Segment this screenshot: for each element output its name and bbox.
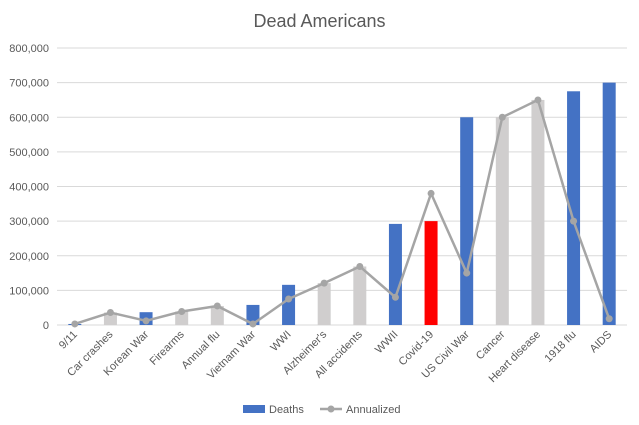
- x-tick-label: AIDS: [588, 329, 615, 356]
- bar: [602, 82, 616, 325]
- y-tick-label: 400,000: [9, 182, 49, 194]
- bar: [175, 311, 189, 325]
- bar: [567, 91, 581, 325]
- chart-title: Dead Americans: [253, 11, 385, 31]
- line-point: [534, 96, 542, 104]
- line-point: [178, 307, 186, 315]
- y-tick-label: 800,000: [9, 43, 49, 55]
- y-tick-label: 300,000: [9, 216, 49, 228]
- x-tick-label: WWII: [373, 329, 400, 356]
- bar: [317, 283, 331, 325]
- line-series: [71, 96, 613, 328]
- line-point: [463, 269, 471, 277]
- bar: [460, 117, 474, 325]
- bar: [103, 312, 117, 325]
- legend-label-deaths: Deaths: [269, 404, 304, 416]
- y-tick-label: 0: [43, 320, 49, 332]
- x-tick-label: 9/11: [57, 329, 80, 352]
- y-tick-label: 500,000: [9, 147, 49, 159]
- line-point: [142, 317, 150, 325]
- legend: Deaths Annualized: [243, 404, 400, 416]
- y-tick-label: 700,000: [9, 78, 49, 90]
- x-tick-label: Cancer: [474, 328, 508, 362]
- y-tick-label: 600,000: [9, 112, 49, 124]
- line-point: [106, 309, 114, 317]
- annualized-line: [74, 98, 611, 326]
- line-point: [213, 302, 221, 310]
- legend-swatch-deaths: [243, 405, 265, 413]
- legend-label-annualized: Annualized: [346, 404, 400, 416]
- line-point: [249, 320, 257, 328]
- line-point: [498, 113, 506, 121]
- line-point: [356, 262, 364, 270]
- bar-series: [68, 82, 616, 325]
- legend-swatch-annualized-marker: [327, 405, 335, 413]
- line-point: [320, 279, 328, 287]
- bar: [210, 305, 224, 325]
- y-axis-ticks: 0 100,000 200,000 300,000 400,000 500,000 600,…: [9, 43, 49, 332]
- x-tick-label: 1918 flu: [543, 329, 579, 365]
- bar: [531, 99, 545, 325]
- y-tick-label: 200,000: [9, 251, 49, 263]
- bar: [495, 117, 509, 325]
- x-tick-label: WWI: [268, 329, 293, 354]
- y-tick-label: 100,000: [9, 285, 49, 297]
- line-point: [391, 293, 399, 301]
- line-point: [570, 217, 578, 225]
- bar: [353, 266, 367, 325]
- bar: [246, 304, 260, 325]
- line-point: [71, 320, 79, 328]
- gridlines: [57, 47, 627, 326]
- line-point: [605, 315, 613, 323]
- line-point: [427, 189, 435, 197]
- bar: [424, 221, 438, 325]
- bar: [282, 284, 296, 325]
- line-point: [285, 295, 293, 303]
- bar: [388, 223, 402, 325]
